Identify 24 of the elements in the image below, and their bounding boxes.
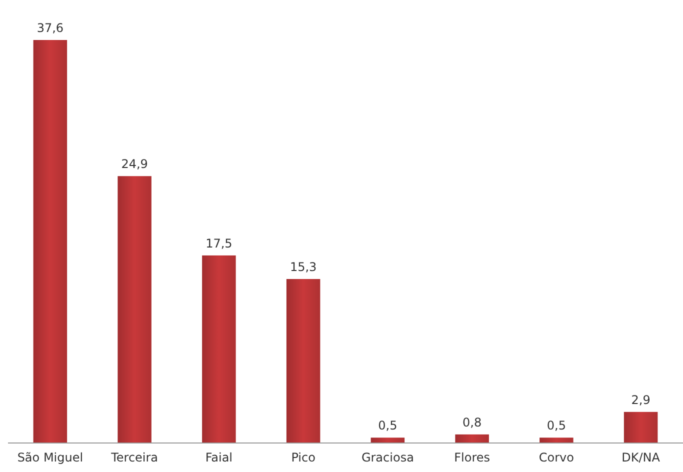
bar [202, 255, 236, 443]
data-label: 0,5 [546, 418, 566, 433]
x-tick-label: Flores [454, 450, 490, 465]
x-tick-label: DK/NA [622, 450, 661, 465]
x-tick-label: São Miguel [17, 450, 84, 465]
bar [286, 279, 320, 443]
x-tick-label: Faial [205, 450, 233, 465]
data-label: 24,9 [121, 157, 148, 172]
data-label: 0,5 [378, 418, 398, 433]
x-tick-label: Pico [291, 450, 316, 465]
data-label: 15,3 [290, 260, 317, 274]
x-tick-label: Corvo [538, 450, 574, 465]
x-tick-label: Graciosa [361, 450, 414, 465]
bar [118, 176, 152, 443]
x-tick-label: Terceira [110, 450, 158, 465]
data-label: 17,5 [206, 236, 232, 250]
data-label: 37,6 [36, 21, 64, 35]
bar [624, 412, 658, 443]
bar [370, 438, 405, 443]
bar [33, 40, 68, 443]
bar [455, 434, 489, 443]
bar [540, 438, 574, 443]
data-label: 0,8 [462, 415, 482, 430]
data-label: 2,9 [631, 392, 650, 407]
